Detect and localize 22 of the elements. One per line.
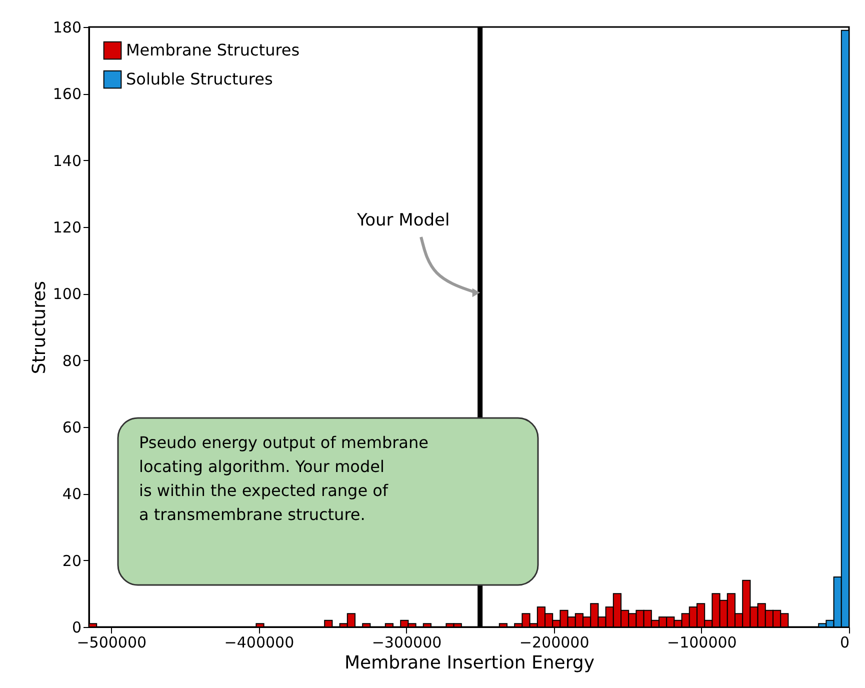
y-tick-label: 180 bbox=[52, 18, 82, 36]
y-tick-label: 60 bbox=[62, 418, 82, 436]
annotation: Pseudo energy output of membrane locating algorithm. Your model is within the expected range of a transmembrane structure. bbox=[139, 433, 428, 524]
x-axis-title: Membrane Insertion Energy bbox=[344, 652, 595, 674]
annotation: Your Model bbox=[356, 210, 450, 230]
x-tick-label: −400000 bbox=[224, 634, 294, 652]
x-tick-label: −300000 bbox=[372, 634, 442, 652]
legend-label: Membrane Structures bbox=[126, 40, 300, 60]
y-tick-label: 140 bbox=[52, 152, 82, 170]
y-tick-label: 100 bbox=[52, 285, 82, 304]
legend-label: Soluble Structures bbox=[126, 70, 273, 88]
y-axis-title: Structures bbox=[28, 280, 50, 374]
y-tick-label: 40 bbox=[62, 485, 82, 504]
x-tick-label: −200000 bbox=[519, 634, 590, 652]
y-tick-label: 120 bbox=[52, 218, 82, 236]
y-tick-label: 20 bbox=[62, 552, 82, 570]
y-tick-label: 0 bbox=[72, 618, 82, 636]
y-tick-label: 160 bbox=[52, 85, 82, 104]
x-tick-label: −500000 bbox=[76, 634, 147, 652]
x-tick-label: −100000 bbox=[667, 634, 737, 652]
y-tick-label: 80 bbox=[62, 352, 82, 370]
x-tick-label: 0 bbox=[840, 634, 850, 652]
